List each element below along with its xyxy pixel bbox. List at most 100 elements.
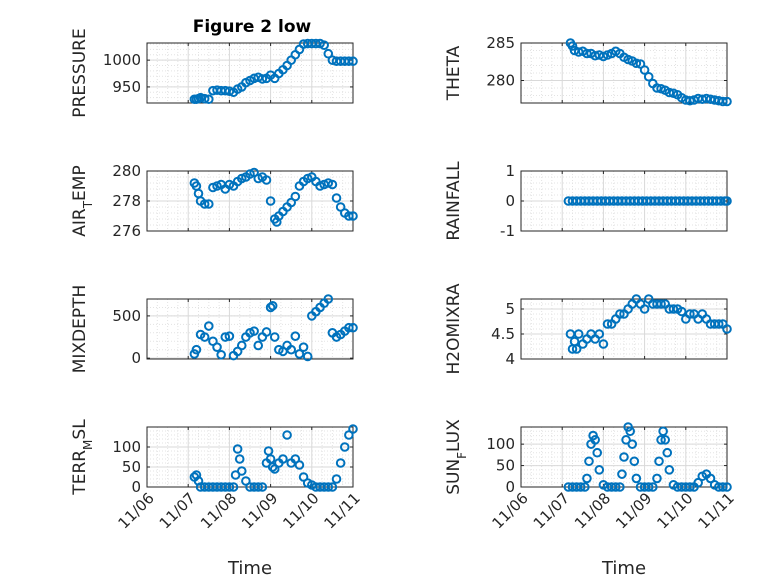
y-axis-label: AIRTEMP (70, 165, 95, 236)
y-axis-label: MIXDEPTH (70, 285, 90, 374)
data-point (625, 426, 635, 437)
data-point (643, 482, 654, 492)
y-tick-label: 0 (131, 349, 141, 367)
x-tick-label: 11/10 (279, 489, 322, 532)
data-point (335, 458, 346, 468)
data-point (716, 196, 726, 206)
data-point (592, 447, 603, 458)
subplot-pressure: 950 1000 PRESSURE (70, 28, 358, 118)
x-tick-label: 11/08 (197, 489, 240, 532)
data-point (290, 191, 301, 202)
data-point (685, 482, 695, 492)
data-point (199, 332, 210, 342)
subplot-terr-msl: 050100TERRMSL11/0611/0711/0811/0911/1011… (70, 419, 364, 579)
data-point (216, 349, 226, 360)
data-point (621, 435, 631, 445)
data-point (580, 482, 590, 492)
y-tick-label: 278 (112, 192, 141, 210)
data-point (713, 319, 724, 329)
data-point (294, 349, 305, 359)
data-point (705, 473, 716, 484)
data-point (204, 94, 214, 105)
data-point (652, 83, 662, 93)
data-point (668, 304, 679, 314)
data-point (656, 299, 666, 309)
y-axis-label: THETA (444, 45, 464, 101)
x-tick-label: 11/08 (571, 489, 614, 532)
data-point (685, 95, 695, 106)
data-point (676, 306, 687, 317)
data-point (257, 74, 268, 84)
data-point (327, 482, 338, 492)
data-point (224, 86, 235, 97)
data-point (282, 430, 292, 440)
y-tick-label: 1 (505, 162, 515, 180)
data-point (348, 424, 358, 434)
x-tick-label: 11/07 (530, 489, 573, 532)
data-point (298, 342, 309, 352)
y-axis-label: H2OMIXRA (444, 283, 464, 374)
data-point (236, 340, 247, 351)
y-tick-label: 100 (486, 435, 515, 453)
data-point (619, 452, 629, 462)
data-point (204, 199, 214, 209)
x-tick-label: 11/11 (321, 489, 364, 532)
data-point (344, 211, 354, 221)
x-tick-label: 11/11 (695, 489, 738, 532)
data-point (228, 482, 239, 492)
y-tick-label: 0 (505, 192, 515, 210)
y-tick-label: 0 (505, 478, 515, 496)
data-point (648, 482, 658, 492)
data-point (718, 482, 728, 492)
axes-box (520, 298, 728, 360)
y-tick-label: 285 (486, 34, 515, 52)
data-point (631, 58, 642, 69)
subplot-theta: 280 285 THETA (444, 34, 732, 107)
data-point (662, 447, 673, 458)
data-point (323, 48, 334, 59)
data-point (265, 196, 276, 206)
data-point (718, 96, 728, 107)
x-tick-label: 11/09 (238, 489, 281, 532)
data-point (617, 469, 627, 479)
data-point (594, 465, 605, 475)
data-point (204, 321, 214, 331)
y-axis-label: TERRMSL (70, 419, 95, 496)
data-point (582, 48, 592, 59)
data-point (348, 322, 358, 333)
y-tick-label: 280 (486, 72, 515, 90)
figure-title: Figure 2 low (193, 17, 312, 37)
data-point (594, 329, 605, 339)
data-point (598, 339, 609, 349)
data-point (567, 41, 578, 51)
data-point (232, 444, 243, 454)
data-point (253, 482, 264, 492)
data-point (220, 332, 231, 342)
data-point (267, 300, 278, 311)
y-tick-label: 0 (131, 478, 141, 496)
data-point (629, 456, 640, 467)
data-point (261, 175, 272, 185)
data-point (348, 211, 358, 221)
data-point (236, 466, 247, 476)
subplot-h2omixra: 4 4.5 5 H2OMIXRA (444, 283, 732, 375)
data-point (722, 482, 732, 492)
y-axis-label: RAINFALL (444, 161, 464, 241)
data-point (286, 344, 297, 355)
y-axis-label: SUNFLUX (444, 419, 469, 495)
data-point (631, 473, 642, 484)
data-point (573, 329, 584, 339)
data-point (331, 193, 342, 203)
data-point (654, 456, 664, 467)
data-point (265, 302, 276, 313)
data-point (253, 340, 264, 351)
data-point (664, 87, 675, 98)
data-point (249, 326, 259, 336)
subplot-air-temp: 276 278 280 AIRTEMP (70, 162, 358, 240)
data-point (571, 344, 582, 354)
data-point (652, 473, 662, 484)
data-point (664, 465, 675, 475)
subplot-rainfall: -1 0 1 RAINFALL (444, 161, 732, 241)
